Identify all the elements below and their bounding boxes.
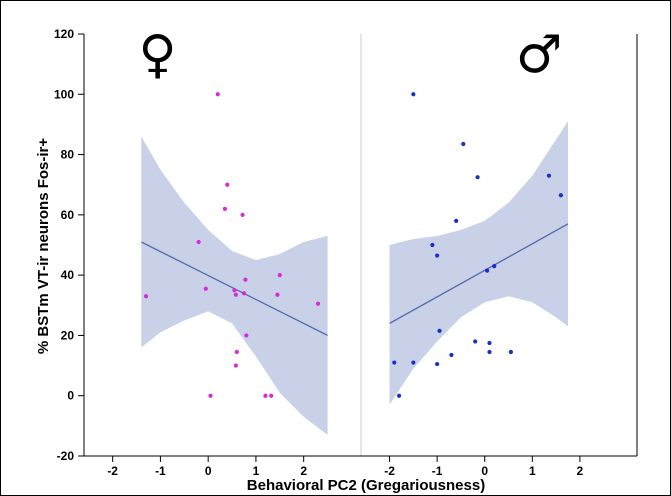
x-tick-label: 0: [481, 464, 488, 478]
y-axis-title: % BSTm VT-ir neurons Fos-ir+: [35, 138, 52, 355]
data-point: [449, 352, 454, 358]
data-point: [275, 292, 280, 297]
x-tick-label: 2: [577, 464, 584, 478]
data-point: [492, 264, 497, 269]
data-point: [435, 361, 440, 367]
data-point: [233, 363, 238, 368]
data-point: [315, 301, 321, 306]
data-point: [269, 393, 274, 398]
x-axis-title: Behavioral PC2 (Gregariousness): [247, 477, 485, 494]
data-point: [411, 360, 416, 365]
y-tick-label: 60: [61, 208, 75, 222]
data-point: [396, 393, 402, 398]
male-symbol: ♂: [516, 25, 563, 85]
data-point: [430, 242, 435, 248]
data-point: [392, 360, 397, 365]
data-point: [435, 253, 440, 258]
sex-symbols: ♀ ♂: [138, 25, 562, 85]
confidence-bands: [141, 121, 568, 435]
confidence-band: [389, 121, 568, 405]
data-point: [487, 340, 492, 346]
axes: -20 0 20 40 60 80 100 120 -2 -1 0 1 2 -2 -1 0 1 2: [54, 27, 638, 478]
data-point: [208, 393, 213, 398]
y-tick-label: 100: [54, 87, 74, 101]
data-point: [454, 218, 459, 223]
data-point: [473, 339, 478, 344]
confidence-band: [141, 136, 328, 435]
y-tick-label: 80: [61, 148, 75, 162]
data-point: [232, 288, 237, 293]
data-points: [143, 92, 563, 398]
data-point: [558, 193, 563, 198]
data-point: [411, 92, 416, 97]
x-tick-label: -1: [155, 464, 166, 478]
x-tick-label: 1: [529, 464, 536, 478]
regression-line: [389, 223, 569, 324]
data-point: [240, 212, 245, 217]
x-tick-label: 2: [300, 464, 307, 478]
x-tick-label: -2: [107, 464, 118, 478]
data-point: [508, 349, 513, 355]
data-point: [196, 239, 201, 245]
data-point: [203, 286, 208, 291]
data-point: [263, 393, 268, 398]
data-point: [233, 292, 238, 297]
data-point: [243, 277, 248, 282]
data-point: [485, 268, 490, 273]
y-tick-label: -20: [57, 449, 75, 463]
y-tick-label: 20: [61, 328, 75, 342]
data-point: [437, 328, 442, 334]
data-point: [225, 182, 230, 187]
y-tick-label: 0: [67, 389, 74, 403]
data-point: [215, 92, 220, 97]
y-tick-label: 40: [61, 268, 75, 282]
data-point: [475, 175, 480, 180]
x-tick-label: 0: [205, 464, 212, 478]
female-symbol: ♀: [138, 25, 176, 85]
x-tick-label: 1: [253, 464, 260, 478]
data-point: [244, 333, 249, 338]
x-tick-label: -2: [384, 464, 395, 478]
data-point: [461, 141, 466, 147]
data-point: [241, 291, 247, 296]
y-tick-label: 120: [54, 27, 74, 41]
data-point: [222, 206, 227, 211]
data-point: [277, 273, 282, 278]
x-tick-label: -1: [432, 464, 443, 478]
data-point: [234, 349, 239, 355]
data-point: [487, 349, 492, 355]
data-point: [143, 294, 149, 299]
data-point: [546, 173, 552, 178]
